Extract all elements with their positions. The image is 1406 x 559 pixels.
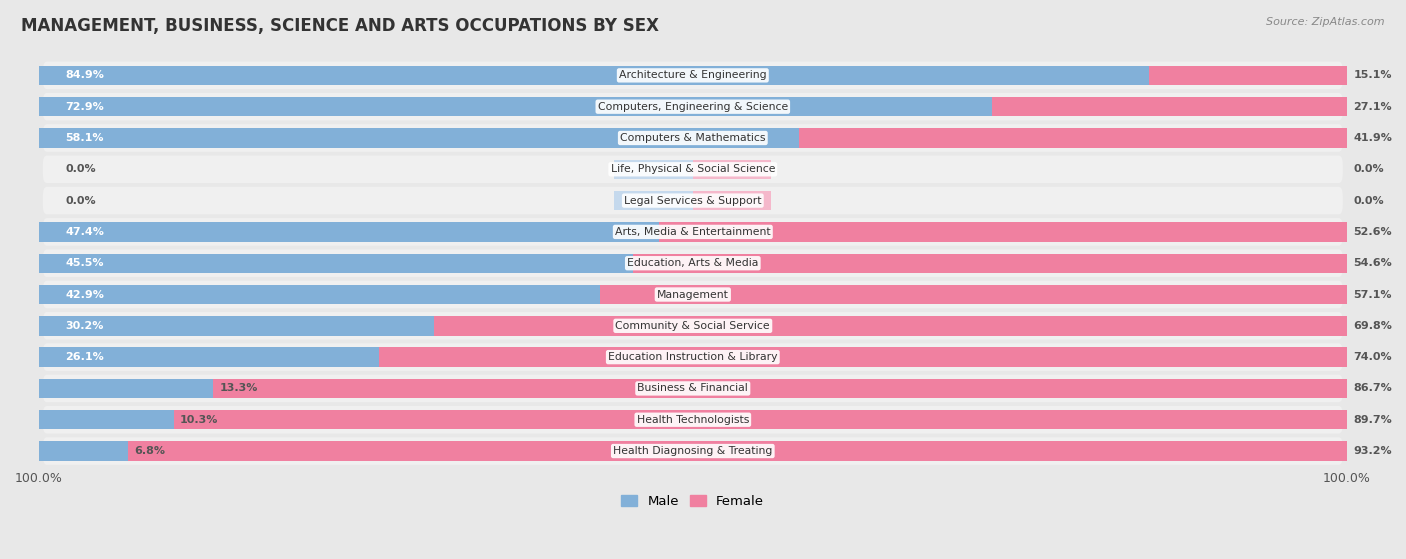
Bar [39,128,799,148]
Bar [799,128,1347,148]
Bar [39,410,173,429]
FancyBboxPatch shape [42,249,1343,277]
Text: 58.1%: 58.1% [65,133,104,143]
FancyBboxPatch shape [42,187,1343,214]
Bar [39,316,434,335]
Text: Computers, Engineering & Science: Computers, Engineering & Science [598,102,787,112]
Text: Life, Physical & Social Science: Life, Physical & Social Science [610,164,775,174]
FancyBboxPatch shape [42,155,1343,183]
Text: 54.6%: 54.6% [1353,258,1392,268]
Bar [39,379,212,398]
Bar [39,253,634,273]
Text: 0.0%: 0.0% [65,196,96,206]
FancyBboxPatch shape [42,437,1343,465]
Bar [600,285,1347,304]
Text: 0.0%: 0.0% [65,164,96,174]
FancyBboxPatch shape [42,61,1343,89]
FancyBboxPatch shape [42,312,1343,339]
Bar [614,191,693,210]
Bar [39,285,600,304]
Text: 27.1%: 27.1% [1353,102,1392,112]
FancyBboxPatch shape [42,218,1343,245]
Text: 86.7%: 86.7% [1353,383,1392,394]
FancyBboxPatch shape [42,406,1343,434]
Text: 0.0%: 0.0% [1353,164,1384,174]
Text: 74.0%: 74.0% [1353,352,1392,362]
Bar [173,410,1347,429]
Text: Computers & Mathematics: Computers & Mathematics [620,133,765,143]
Bar [128,442,1347,461]
Text: 41.9%: 41.9% [1353,133,1392,143]
Bar [39,97,993,116]
Bar [39,442,128,461]
Text: 84.9%: 84.9% [65,70,104,80]
Text: 0.0%: 0.0% [1353,196,1384,206]
Text: 15.1%: 15.1% [1353,70,1392,80]
FancyBboxPatch shape [42,93,1343,120]
Text: Management: Management [657,290,728,300]
Text: 72.9%: 72.9% [65,102,104,112]
Bar [693,159,772,179]
Text: Business & Financial: Business & Financial [637,383,748,394]
Text: Arts, Media & Entertainment: Arts, Media & Entertainment [614,227,770,237]
Text: 69.8%: 69.8% [1353,321,1392,331]
Text: 47.4%: 47.4% [65,227,104,237]
Text: Source: ZipAtlas.com: Source: ZipAtlas.com [1267,17,1385,27]
Text: 13.3%: 13.3% [219,383,257,394]
Bar [212,379,1347,398]
Text: 89.7%: 89.7% [1353,415,1392,425]
Text: 57.1%: 57.1% [1353,290,1392,300]
Bar [633,253,1347,273]
Bar [39,347,380,367]
Text: 52.6%: 52.6% [1353,227,1392,237]
FancyBboxPatch shape [42,124,1343,151]
Text: 26.1%: 26.1% [65,352,104,362]
Text: Legal Services & Support: Legal Services & Support [624,196,762,206]
Text: 45.5%: 45.5% [65,258,104,268]
Text: Health Technologists: Health Technologists [637,415,749,425]
Bar [380,347,1347,367]
Text: Education, Arts & Media: Education, Arts & Media [627,258,758,268]
Legend: Male, Female: Male, Female [616,490,769,513]
Text: 30.2%: 30.2% [65,321,104,331]
FancyBboxPatch shape [42,281,1343,308]
Text: 93.2%: 93.2% [1353,446,1392,456]
Bar [659,222,1347,241]
FancyBboxPatch shape [42,343,1343,371]
Bar [39,222,659,241]
Bar [614,159,693,179]
Text: Education Instruction & Library: Education Instruction & Library [607,352,778,362]
Text: 10.3%: 10.3% [180,415,218,425]
Text: Health Diagnosing & Treating: Health Diagnosing & Treating [613,446,772,456]
Bar [434,316,1347,335]
Bar [993,97,1347,116]
Bar [693,191,772,210]
Text: 6.8%: 6.8% [135,446,166,456]
Text: Community & Social Service: Community & Social Service [616,321,770,331]
Text: Architecture & Engineering: Architecture & Engineering [619,70,766,80]
FancyBboxPatch shape [42,375,1343,402]
Bar [39,65,1149,85]
Text: 42.9%: 42.9% [65,290,104,300]
Bar [1149,65,1347,85]
Text: MANAGEMENT, BUSINESS, SCIENCE AND ARTS OCCUPATIONS BY SEX: MANAGEMENT, BUSINESS, SCIENCE AND ARTS O… [21,17,659,35]
